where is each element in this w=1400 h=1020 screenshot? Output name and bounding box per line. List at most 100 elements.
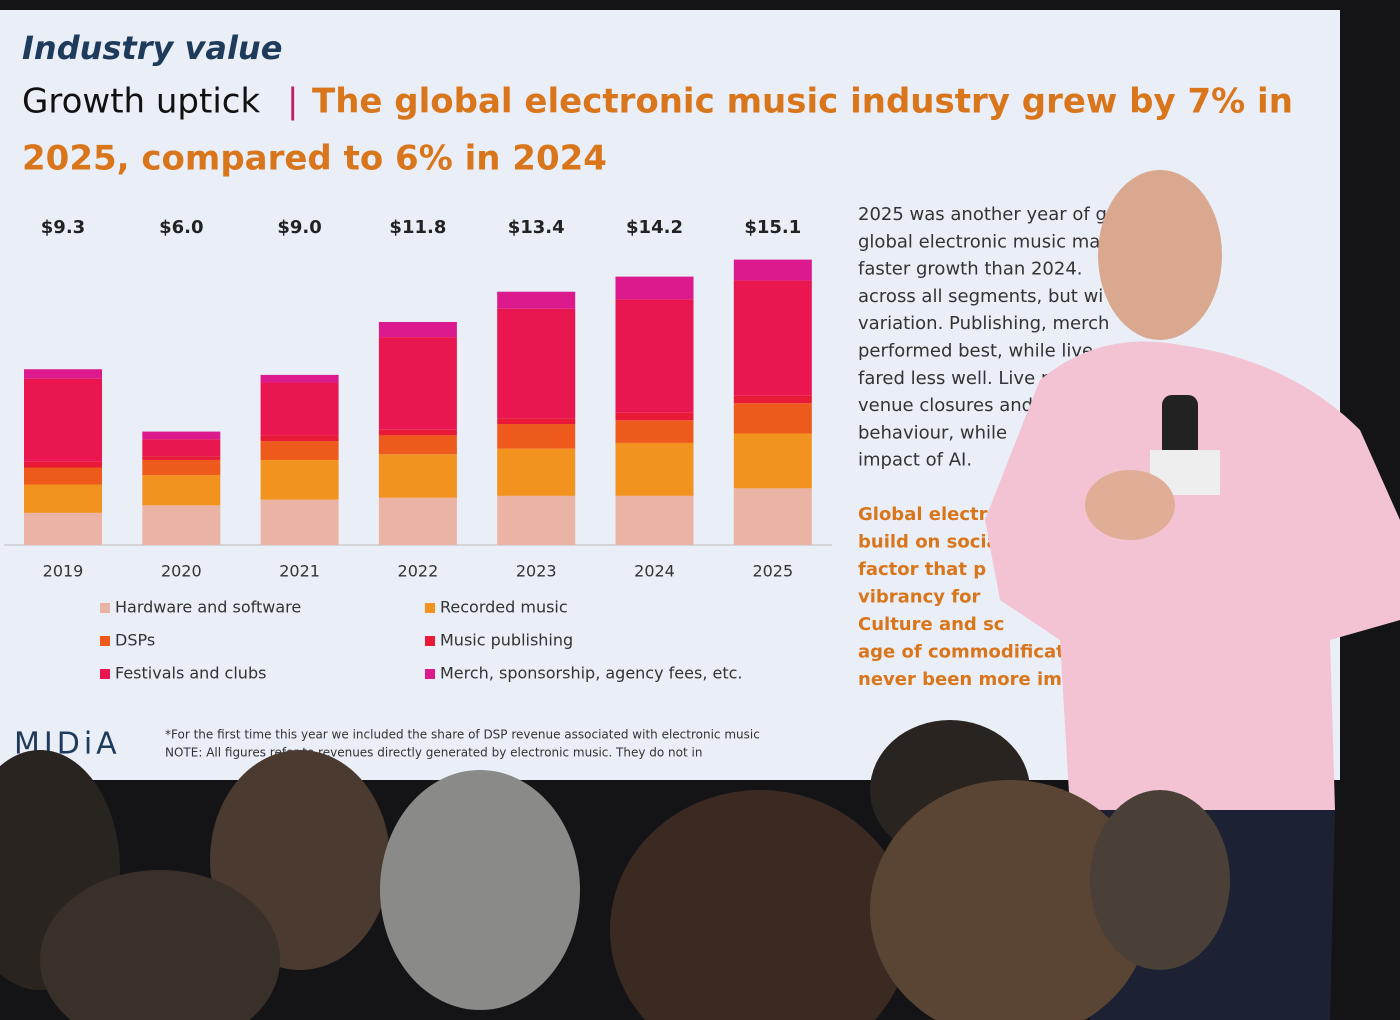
legend-label: Recorded music: [440, 598, 568, 617]
highlight-line: never been more impor: [858, 669, 1096, 690]
shirt: [985, 341, 1400, 810]
paragraph-line: behaviour, while: [858, 422, 1007, 443]
head: [610, 790, 910, 1020]
bar-segment: [733, 433, 812, 489]
headline: The global electronic music industry gre…: [312, 82, 1293, 122]
bar-segment: [260, 441, 339, 460]
bar-segment: [142, 431, 221, 440]
legend-label: Merch, sponsorship, agency fees, etc.: [440, 664, 742, 683]
x-tick-label: 2021: [279, 562, 320, 581]
bar-segment: [733, 395, 812, 404]
total-label: $9.0: [277, 217, 321, 238]
bar-segment: [142, 439, 221, 457]
bar-segment: [615, 276, 694, 300]
bar-segment: [497, 448, 576, 496]
highlight-line: vibrancy for: [858, 587, 980, 608]
bar-segment: [378, 337, 457, 430]
highlight-line: factor that p: [858, 559, 986, 580]
head: [380, 770, 580, 1010]
total-label: $13.4: [508, 217, 565, 238]
bar-segment: [378, 321, 457, 338]
bar-segment: [24, 378, 102, 462]
paragraph-line: 2025 was another year of g: [858, 204, 1107, 225]
bar-segment: [260, 459, 339, 500]
legend-label: Festivals and clubs: [115, 664, 266, 683]
head: [870, 780, 1150, 1020]
bar-segment: [378, 429, 457, 436]
bar-segment: [142, 475, 221, 506]
x-tick-label: 2025: [752, 562, 793, 581]
bar-segment: [615, 299, 694, 413]
legend-swatch: [425, 669, 435, 679]
bar-segment: [378, 435, 457, 455]
x-tick-label: 2020: [161, 562, 202, 581]
bar-segment: [142, 459, 221, 476]
bar-segment: [24, 467, 102, 485]
x-tick-label: 2022: [398, 562, 439, 581]
head: [1098, 170, 1222, 340]
headline: 2025, compared to 6% in 2024: [22, 139, 607, 179]
legend-swatch: [100, 603, 110, 613]
bar-segment: [615, 420, 694, 443]
paragraph-line: performed best, while live: [858, 341, 1093, 362]
bar-segment: [497, 495, 576, 545]
x-tick-label: 2019: [43, 562, 84, 581]
paragraph-line: venue closures and: [858, 395, 1033, 416]
highlight-line: age of commodification: [858, 642, 1096, 663]
bar-segment: [733, 280, 812, 396]
legend-swatch: [100, 669, 110, 679]
bar-segment: [260, 435, 339, 442]
legend-swatch: [425, 636, 435, 646]
bar-segment: [378, 497, 457, 545]
total-label: $9.3: [41, 217, 85, 238]
bar-segment: [142, 456, 221, 460]
x-tick-label: 2024: [634, 562, 675, 581]
bar-segment: [615, 495, 694, 545]
bar-segment: [497, 308, 576, 419]
bar-segment: [733, 403, 812, 434]
bar-segment: [378, 454, 457, 498]
bar-segment: [260, 374, 339, 383]
legend-label: Hardware and software: [115, 598, 301, 617]
legend-label: Music publishing: [440, 631, 573, 650]
footnote: NOTE: All figures refer to revenues dire…: [165, 746, 702, 760]
bar-segment: [142, 505, 221, 545]
bar-segment: [615, 412, 694, 421]
paragraph-line: global electronic music ma: [858, 231, 1100, 252]
chart: 2019 $9.3 2020 $6.0 2021 $9.0 2022 $11.8 2023 $13…: [4, 217, 832, 683]
hands: [1085, 470, 1175, 540]
highlight-line: Culture and sc: [858, 614, 1004, 635]
paragraph-line: variation. Publishing, merch: [858, 313, 1109, 334]
audience: [0, 720, 1230, 1020]
bar-segment: [260, 382, 339, 436]
legend-swatch: [425, 603, 435, 613]
headline-lead: Growth uptick: [22, 82, 260, 122]
paragraph-line: impact of AI.: [858, 450, 972, 471]
bar-segment: [24, 461, 102, 468]
highlight-line: Global electron: [858, 504, 1013, 525]
total-label: $15.1: [744, 217, 801, 238]
legend-swatch: [100, 636, 110, 646]
bar-segment: [497, 424, 576, 449]
legend-label: DSPs: [115, 631, 155, 650]
paragraph-line: across all segments, but wi: [858, 286, 1103, 307]
bar-segment: [24, 369, 102, 379]
bar-segment: [24, 484, 102, 513]
total-label: $11.8: [389, 217, 446, 238]
headline-sep: |: [287, 82, 298, 122]
bar-segment: [615, 442, 694, 496]
x-tick-label: 2023: [516, 562, 557, 581]
head: [1090, 790, 1230, 970]
paragraph-line: fared less well. Live ref: [858, 368, 1066, 389]
highlight-line: build on socia: [858, 532, 999, 553]
total-label: $14.2: [626, 217, 683, 238]
bar-segment: [497, 418, 576, 425]
total-label: $6.0: [159, 217, 203, 238]
head: [40, 870, 280, 1020]
bar-segment: [24, 512, 102, 545]
bar-segment: [733, 259, 812, 281]
footnote: *For the first time this year we include…: [165, 728, 760, 742]
paragraph-line: faster growth than 2024.: [858, 259, 1083, 280]
